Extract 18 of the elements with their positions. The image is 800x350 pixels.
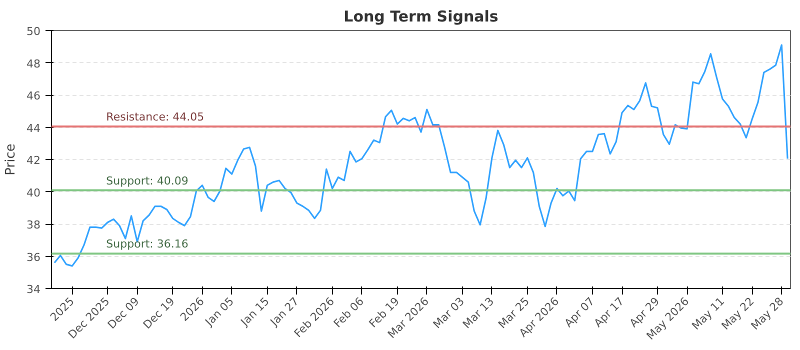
y-tick-label: 36 bbox=[26, 250, 41, 264]
y-tick-label: 44 bbox=[26, 122, 41, 135]
y-tick-label: 34 bbox=[26, 283, 41, 296]
y-tick-label: 38 bbox=[26, 218, 41, 232]
ref-line-label: Support: 40.09 bbox=[106, 174, 188, 188]
x-tick-label: Apr 17 bbox=[592, 294, 627, 330]
line-series bbox=[54, 44, 788, 267]
y-tick-label: 40 bbox=[26, 186, 41, 200]
ref-line-label: Support: 36.16 bbox=[106, 238, 188, 251]
x-tick-label: Dec 19 bbox=[140, 294, 178, 332]
y-tick-label: 46 bbox=[26, 90, 41, 102]
chart-title: Long Term Signals bbox=[344, 8, 498, 26]
y-tick-label: 42 bbox=[26, 154, 41, 167]
y-tick-label: 48 bbox=[26, 57, 41, 70]
ref-line-label: Resistance: 44.05 bbox=[106, 110, 204, 124]
y-tick-label: 50 bbox=[26, 25, 41, 38]
x-tick-label: Jan 05 bbox=[202, 294, 236, 330]
y-axis-title: Price bbox=[4, 144, 19, 176]
